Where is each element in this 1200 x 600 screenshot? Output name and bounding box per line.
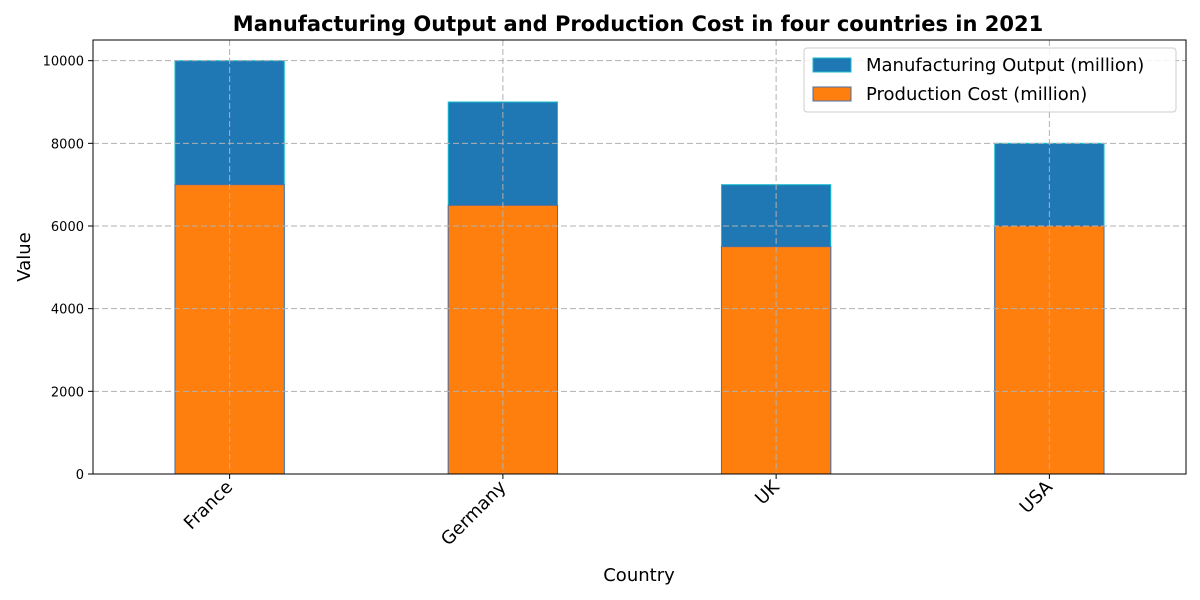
x-axis-label: Country [603, 565, 675, 586]
legend-swatch [812, 57, 852, 73]
legend-label: Manufacturing Output (million) [866, 55, 1144, 76]
y-tick-label: 2000 [51, 385, 84, 400]
x-tick-label: USA [1016, 476, 1058, 518]
x-tick-label: France [180, 477, 237, 534]
chart-title: Manufacturing Output and Production Cost… [233, 12, 1043, 36]
y-tick-label: 4000 [51, 303, 84, 318]
bars [174, 60, 1105, 475]
legend-label: Production Cost (million) [866, 84, 1087, 105]
x-tick-label: Germany [437, 476, 511, 550]
y-axis-ticks: 0 2000 4000 6000 8000 10000 [43, 55, 93, 483]
y-tick-label: 0 [76, 468, 84, 483]
y-tick-label: 6000 [51, 220, 84, 235]
y-tick-label: 8000 [51, 137, 84, 152]
y-tick-label: 10000 [43, 55, 84, 70]
y-axis-label: Value [14, 232, 35, 281]
legend-swatch [812, 86, 852, 102]
plot-frame [92, 39, 1187, 475]
x-tick-label: UK [751, 476, 784, 509]
legend-box [803, 47, 1177, 113]
x-axis-ticks: France Germany UK USA [180, 474, 1057, 550]
legend: Manufacturing Output (million) Production… [803, 47, 1177, 113]
